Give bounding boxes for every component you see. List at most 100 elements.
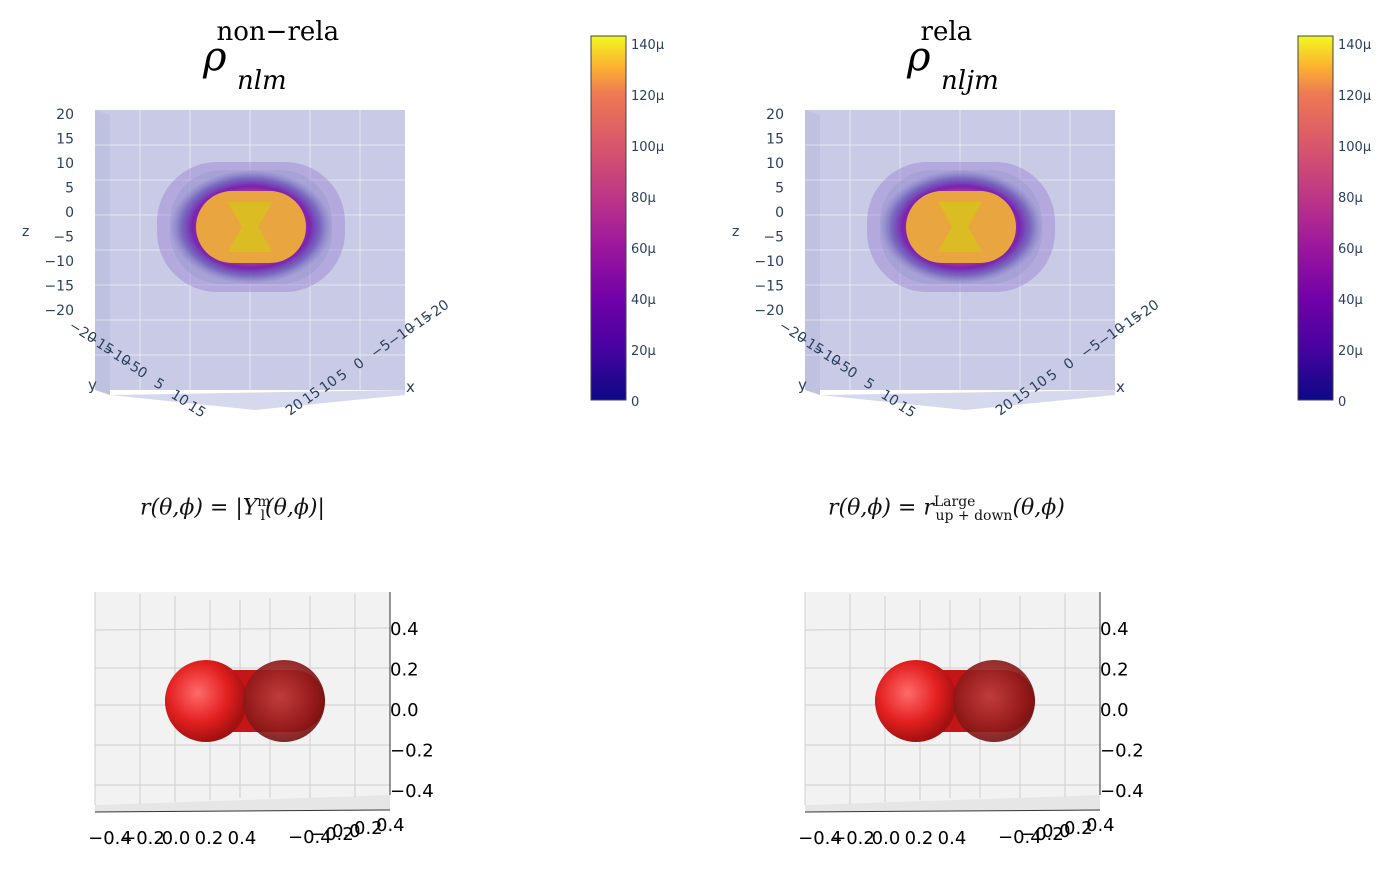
- x-axis-line: [804, 809, 1101, 813]
- z-axis-ticks: 0.4 0.2 0.0 −0.2 −0.4: [390, 619, 434, 802]
- y-tick-label: 0.0: [332, 821, 361, 842]
- y-tick-label: −0.4: [288, 827, 332, 848]
- surface-plot-large-component[interactable]: 0.40.20.0−0.2−0.4 −0.4−0.20.0 0.2 0.4 −0.4…: [770, 580, 1150, 860]
- surface-plot-spherical-harmonic[interactable]: 0.40.20.0−0.2−0.4 −0.4−0.20.0 0.2 0.4 −0.4…: [60, 580, 440, 860]
- colorbar-tick-label: 80μ: [631, 191, 656, 206]
- colorbar-tick-label: 140μ: [631, 38, 664, 53]
- title-subscript: nlm: [237, 66, 287, 96]
- colorbar-non-rela: 140μ 120μ 100μ 80μ 60μ 40μ 20μ 0: [590, 35, 664, 410]
- z-tick-label: 0: [775, 205, 784, 221]
- z-tick-label: −0.2: [1100, 741, 1144, 762]
- x-axis-ticks: −0.4−0.20.0 0.2 0.4: [88, 828, 256, 849]
- y-tick-label: 0.2: [354, 818, 383, 839]
- colorbar-tick-label: 0: [631, 395, 639, 410]
- title-rho: ρ: [907, 34, 931, 80]
- floor: [110, 390, 405, 410]
- z-tick-label: −15: [44, 279, 74, 295]
- floor: [805, 795, 1100, 812]
- colorbar-rela: 140μ 120μ 100μ 80μ 60μ 40μ 20μ 0: [1297, 35, 1371, 410]
- colorbar-tick-label: 40μ: [631, 293, 656, 308]
- z-tick-label: 0.0: [390, 700, 419, 721]
- torus-right-lobe: [953, 660, 1035, 742]
- colorbar-ticks: 140μ 120μ 100μ 80μ 60μ 40μ 20μ 0: [631, 38, 664, 410]
- formula-spherical-harmonic: r(θ,ϕ) = |Yml(θ,ϕ)|: [140, 494, 325, 524]
- title-superscript: rela: [920, 17, 973, 47]
- colorbar-gradient: [1297, 35, 1334, 401]
- z-tick-label: 20: [56, 107, 74, 123]
- z-tick-label: 15: [766, 132, 784, 148]
- x-axis-label: x: [406, 378, 415, 396]
- z-axis-ticks: 20 15 10 5 0 −5 −10 −15 −20: [754, 107, 784, 319]
- y-axis-label: y: [88, 376, 97, 394]
- z-tick-label: −10: [754, 254, 784, 270]
- density-hourglass-core: [228, 202, 272, 252]
- z-tick-label: −0.4: [1100, 781, 1144, 802]
- floor: [95, 795, 390, 812]
- colorbar-ticks: 140μ 120μ 100μ 80μ 60μ 40μ 20μ 0: [1338, 38, 1371, 410]
- z-axis-ticks: 20 15 10 5 0 −5 −10 −15 −20: [44, 107, 74, 319]
- x-axis-line: [94, 809, 391, 813]
- z-tick-label: 20: [766, 107, 784, 123]
- z-axis-label: z: [732, 224, 739, 240]
- z-tick-label: 0.0: [1100, 700, 1129, 721]
- floor: [820, 390, 1115, 410]
- z-tick-label: 5: [65, 181, 74, 197]
- y-tick-label: −0.2: [310, 824, 354, 845]
- y-axis-ticks: −0.4−0.20.00.20.4: [998, 815, 1115, 848]
- title-superscript: non−rela: [216, 17, 340, 47]
- colorbar-tick-label: 120μ: [1338, 89, 1371, 104]
- z-tick-label: −0.2: [390, 741, 434, 762]
- z-tick-label: −20: [754, 303, 784, 319]
- z-tick-label: 10: [56, 156, 74, 172]
- y-axis-ticks: −0.4−0.20.00.20.4: [288, 815, 405, 848]
- z-tick-label: −15: [754, 279, 784, 295]
- z-tick-label: −5: [53, 230, 74, 246]
- z-tick-label: −0.4: [390, 781, 434, 802]
- colorbar-gradient: [590, 35, 627, 401]
- side-wall: [805, 110, 820, 395]
- y-axis-label: y: [798, 376, 807, 394]
- colorbar-tick-label: 100μ: [1338, 140, 1371, 155]
- x-tick-label: −0.4: [798, 828, 842, 849]
- formula-text: r(θ,ϕ) = r: [828, 495, 934, 521]
- grid-lines: [95, 110, 405, 390]
- y-tick-label: 0.4: [1086, 815, 1115, 836]
- colorbar-tick-label: 100μ: [631, 140, 664, 155]
- colorbar-tick-label: 140μ: [1338, 38, 1371, 53]
- formula-subscript: l: [260, 507, 266, 524]
- z-tick-label: −20: [44, 303, 74, 319]
- y-tick-label: 0.0: [1042, 821, 1071, 842]
- z-tick-label: 0.2: [1100, 660, 1129, 681]
- plot-title-rela: ρrela nljm: [907, 17, 1067, 96]
- colorbar-tick-label: 40μ: [1338, 293, 1363, 308]
- x-tick-label: 0.0: [872, 828, 901, 849]
- x-tick-label: 0.4: [228, 828, 257, 849]
- formula-tail: (θ,ϕ)|: [265, 495, 325, 521]
- formula-large-component: r(θ,ϕ) = rLargeup + down(θ,ϕ): [828, 494, 1065, 524]
- z-axis-ticks: 0.4 0.2 0.0 −0.2 −0.4: [1100, 619, 1144, 802]
- z-tick-label: 10: [766, 156, 784, 172]
- x-tick-label: 0.2: [195, 828, 224, 849]
- z-tick-label: 0.2: [390, 660, 419, 681]
- colorbar-tick-label: 20μ: [1338, 344, 1363, 359]
- x-tick-label: −0.2: [831, 828, 875, 849]
- side-wall: [95, 110, 110, 395]
- z-axis-label: z: [22, 224, 29, 240]
- colorbar-tick-label: 0: [1338, 395, 1346, 410]
- z-tick-label: 0: [65, 205, 74, 221]
- plot-title-non-rela: ρnon−rela nlm: [203, 17, 403, 96]
- colorbar-tick-label: 80μ: [1338, 191, 1363, 206]
- z-tick-label: 15: [56, 132, 74, 148]
- z-tick-label: 0.4: [1100, 619, 1129, 640]
- y-tick-label: −0.2: [1020, 824, 1064, 845]
- torus-left-lobe: [875, 660, 957, 742]
- y-tick-label: 0.4: [376, 815, 405, 836]
- colorbar-tick-label: 120μ: [631, 89, 664, 104]
- y-tick-label: 0.2: [1064, 818, 1093, 839]
- x-tick-label: 0.0: [162, 828, 191, 849]
- title-rho: ρ: [203, 34, 227, 80]
- formula-tail: (θ,ϕ): [1012, 495, 1065, 521]
- formula-superscript: m: [257, 494, 271, 510]
